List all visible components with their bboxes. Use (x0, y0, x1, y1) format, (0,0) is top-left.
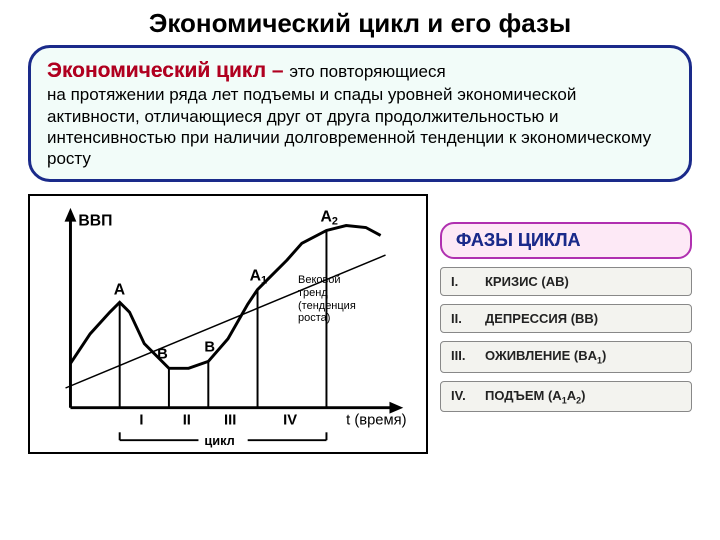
phase-item: III. ОЖИВЛЕНИЕ (BA1) (440, 341, 692, 373)
svg-text:A2: A2 (321, 209, 338, 228)
svg-text:I: I (139, 413, 143, 429)
y-axis-label: ВВП (78, 213, 112, 230)
definition-term: Экономический цикл (47, 59, 266, 82)
phase-roman: III. (451, 348, 471, 366)
svg-text:цикл: цикл (204, 433, 234, 448)
cycle-chart: ВВП t (время) A B B A1 A2 I II III IV (28, 194, 428, 454)
cycle-chart-svg: ВВП t (время) A B B A1 A2 I II III IV (30, 196, 426, 452)
phase-item: II. ДЕПРЕССИЯ (BB) (440, 304, 692, 333)
phases-column: ФАЗЫ ЦИКЛА I. КРИЗИС (AB) II. ДЕПРЕССИЯ … (440, 194, 692, 454)
svg-text:II: II (183, 413, 191, 429)
definition-rest: на протяжении ряда лет подъемы и спады у… (47, 85, 651, 168)
phases-header: ФАЗЫ ЦИКЛА (440, 222, 692, 259)
lower-row: ВВП t (время) A B B A1 A2 I II III IV (28, 194, 692, 454)
phase-item: I. КРИЗИС (AB) (440, 267, 692, 296)
svg-text:IV: IV (283, 413, 297, 429)
svg-text:B: B (157, 347, 168, 363)
svg-text:A1: A1 (250, 268, 267, 287)
svg-text:B: B (204, 340, 215, 356)
phase-roman: I. (451, 274, 471, 289)
phase-label: ДЕПРЕССИЯ (BB) (485, 311, 598, 326)
phase-label: ОЖИВЛЕНИЕ (BA1) (485, 348, 606, 366)
phase-label: КРИЗИС (AB) (485, 274, 569, 289)
definition-dash: – (266, 59, 289, 82)
svg-text:III: III (224, 413, 236, 429)
phase-label: ПОДЪЕМ (A1A2) (485, 388, 585, 406)
page-title: Экономический цикл и его фазы (28, 8, 692, 39)
x-axis-label: t (время) (346, 413, 406, 429)
phase-item: IV. ПОДЪЕМ (A1A2) (440, 381, 692, 413)
phase-roman: II. (451, 311, 471, 326)
trend-caption: Вековойтренд(тенденцияроста) (298, 274, 356, 325)
definition-lead: это повторяющиеся (289, 62, 445, 81)
definition-box: Экономический цикл – это повторяющиеся н… (28, 45, 692, 182)
phase-roman: IV. (451, 388, 471, 406)
svg-text:A: A (114, 282, 125, 299)
